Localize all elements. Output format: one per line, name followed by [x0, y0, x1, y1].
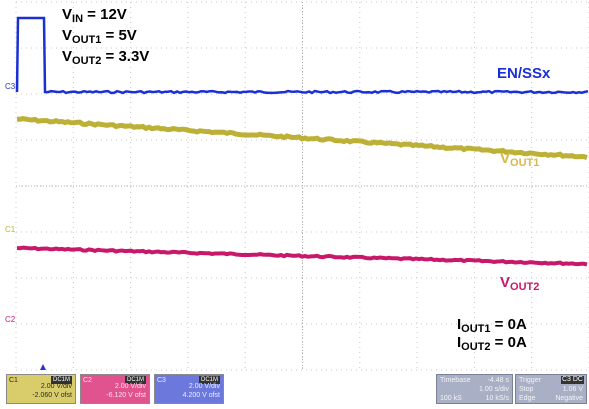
- timebase-samples: 100 kS: [440, 395, 462, 402]
- trigger-position-icon: [40, 364, 46, 370]
- channel-2-coupling: DC1M: [124, 376, 146, 384]
- timebase-label: Timebase: [440, 377, 471, 384]
- channel-1-settings[interactable]: C1 DC1M 2.00 V/div -2.060 V ofst: [6, 374, 76, 404]
- en-ssx-label: EN/SSx: [497, 65, 551, 82]
- channel-1-marker: C1: [5, 225, 16, 234]
- iout1-condition: IOUT1 = 0A: [457, 316, 527, 335]
- trigger-source-badge: C3 DC: [560, 376, 584, 384]
- timebase-rate: 10 kS/s: [485, 395, 509, 402]
- trigger-slope: Negative: [555, 395, 583, 402]
- channel-1-coupling: DC1M: [50, 376, 72, 384]
- trigger-level: 1.06 V: [562, 386, 583, 393]
- channel-2-vdiv: 2.00 V/div: [114, 383, 146, 390]
- vout1-trace: [16, 116, 588, 160]
- vout2-condition: VOUT2 = 3.3V: [62, 48, 150, 67]
- iout2-condition: IOUT2 = 0A: [457, 334, 527, 353]
- channel-2-settings[interactable]: C2 DC1M 2.00 V/div -6.120 V ofst: [80, 374, 150, 404]
- scope-status-bar: C1 DC1M 2.00 V/div -2.060 V ofst C2 DC1M…: [0, 371, 589, 409]
- vin-condition: VIN = 12V: [62, 6, 127, 25]
- trigger-mode: Stop: [519, 386, 534, 393]
- channel-2-offset: -6.120 V ofst: [106, 392, 146, 399]
- trigger-label: Trigger: [519, 377, 541, 384]
- channel-3-vdiv: 2.00 V/div: [188, 383, 220, 390]
- vout1-condition: VOUT1 = 5V: [62, 27, 137, 46]
- channel-2-marker: C2: [5, 315, 16, 324]
- channel-3-coupling: DC1M: [198, 376, 220, 384]
- channel-3-id: C3: [157, 377, 166, 384]
- vout2-trace: [16, 245, 588, 267]
- channel-1-id: C1: [9, 377, 18, 384]
- timebase-delay: -4.48 s: [487, 377, 509, 384]
- trigger-type: Edge: [519, 395, 536, 402]
- vout2-label: VOUT2: [500, 274, 540, 293]
- channel-2-id: C2: [83, 377, 92, 384]
- timebase-panel[interactable]: Timebase -4.48 s 1.00 s/div 100 kS 10 kS…: [436, 374, 513, 404]
- channel-3-offset: 4.200 V ofst: [182, 392, 220, 399]
- trigger-panel[interactable]: Trigger C3 DC Stop 1.06 V Edge Negative: [515, 374, 587, 404]
- channel-1-offset: -2.060 V ofst: [32, 392, 72, 399]
- channel-1-vdiv: 2.00 V/div: [40, 383, 72, 390]
- channel-3-marker: C3: [5, 82, 16, 91]
- en-ssx-trace: [15, 16, 589, 95]
- timebase-sdiv: 1.00 s/div: [479, 386, 509, 393]
- channel-3-settings[interactable]: C3 DC1M 2.00 V/div 4.200 V ofst: [154, 374, 224, 404]
- vout1-label: VOUT1: [500, 150, 540, 169]
